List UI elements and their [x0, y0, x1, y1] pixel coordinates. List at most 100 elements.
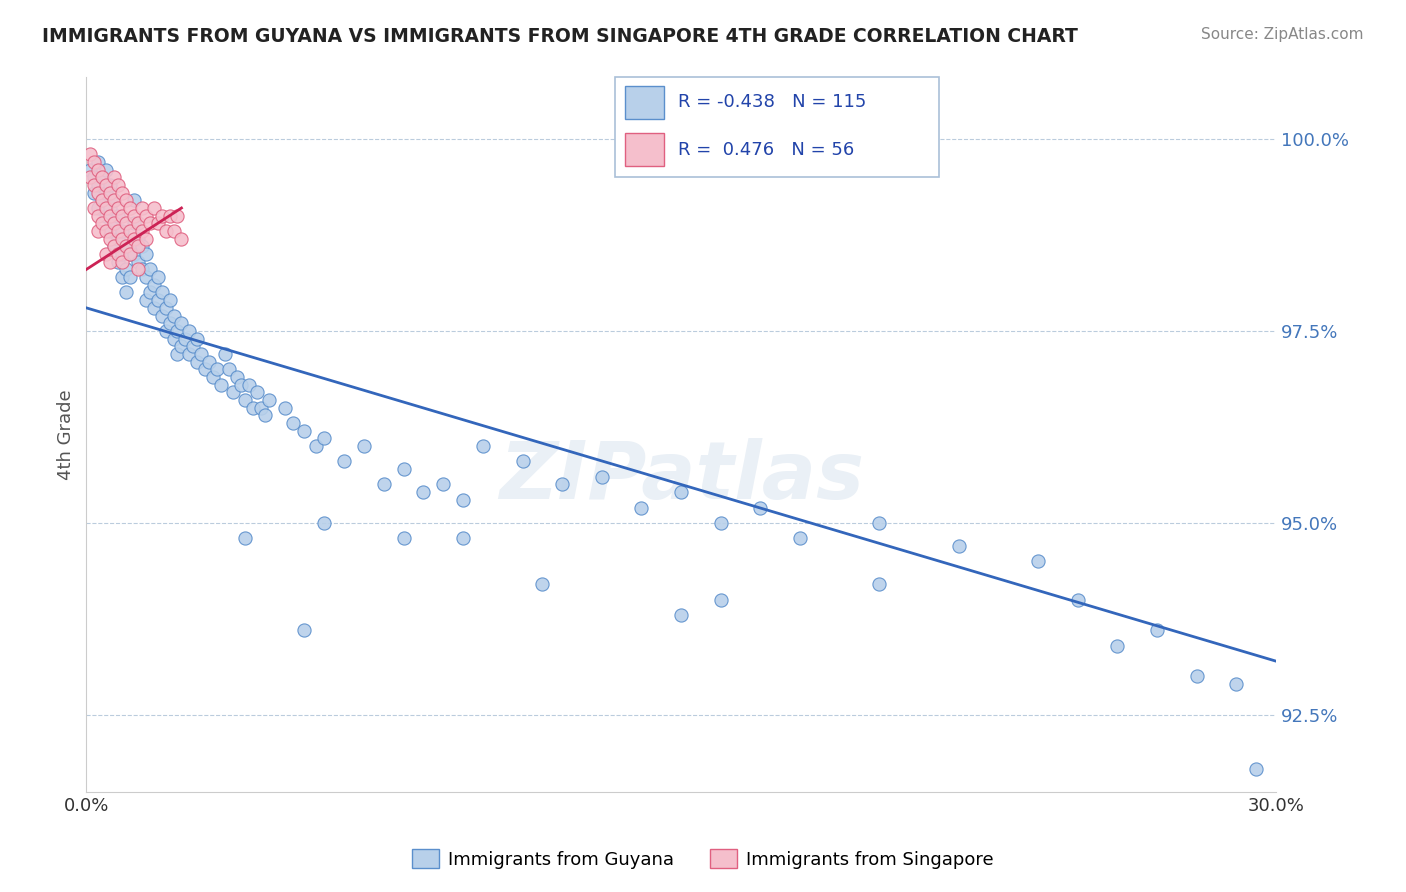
Point — [150, 285, 173, 300]
Point — [162, 332, 184, 346]
Point — [118, 201, 141, 215]
Point — [107, 254, 129, 268]
Point — [98, 178, 121, 192]
Text: ZIPatlas: ZIPatlas — [499, 439, 863, 516]
Point — [122, 194, 145, 208]
Point — [98, 224, 121, 238]
Y-axis label: 4th Grade: 4th Grade — [58, 389, 75, 480]
Point — [107, 178, 129, 192]
Point — [1244, 762, 1267, 776]
Text: IMMIGRANTS FROM GUYANA VS IMMIGRANTS FROM SINGAPORE 4TH GRADE CORRELATION CHART: IMMIGRANTS FROM GUYANA VS IMMIGRANTS FRO… — [42, 27, 1078, 45]
Point — [127, 232, 149, 246]
Point — [229, 377, 252, 392]
Point — [127, 262, 149, 277]
Point — [246, 385, 269, 400]
Point — [103, 170, 125, 185]
Point — [98, 232, 121, 246]
Point — [118, 270, 141, 285]
Point — [868, 577, 890, 591]
Point — [238, 377, 260, 392]
Point — [451, 531, 474, 545]
Point — [87, 162, 110, 177]
Point — [122, 232, 145, 246]
Point — [253, 409, 276, 423]
Point — [432, 477, 454, 491]
Point — [135, 293, 157, 308]
Point — [111, 186, 134, 200]
Point — [281, 416, 304, 430]
Point — [87, 186, 110, 200]
Point — [257, 392, 280, 407]
Point — [87, 224, 110, 238]
Point — [233, 531, 256, 545]
Point — [669, 608, 692, 623]
Point — [471, 439, 494, 453]
Point — [205, 362, 228, 376]
Point — [159, 209, 181, 223]
Point — [190, 347, 212, 361]
Point — [94, 178, 117, 192]
Point — [98, 186, 121, 200]
Point — [107, 201, 129, 215]
Point — [139, 216, 162, 230]
Point — [103, 194, 125, 208]
Point — [179, 324, 201, 338]
Point — [139, 285, 162, 300]
Point — [183, 339, 205, 353]
Point — [135, 270, 157, 285]
Point — [131, 201, 153, 215]
Point — [83, 201, 105, 215]
Point — [292, 424, 315, 438]
Point — [98, 201, 121, 215]
Point — [127, 239, 149, 253]
Point — [94, 209, 117, 223]
Point — [273, 401, 295, 415]
Point — [166, 209, 188, 223]
Point — [122, 209, 145, 223]
Point — [107, 247, 129, 261]
Point — [591, 470, 613, 484]
Point — [94, 162, 117, 177]
Point — [87, 209, 110, 223]
Point — [373, 477, 395, 491]
Point — [222, 385, 245, 400]
Point — [1107, 639, 1129, 653]
Point — [111, 209, 134, 223]
Point — [79, 170, 101, 185]
Point — [669, 485, 692, 500]
Point — [83, 178, 105, 192]
Point — [155, 324, 177, 338]
Point — [87, 178, 110, 192]
Point — [115, 194, 138, 208]
Point — [83, 186, 105, 200]
Point — [91, 216, 114, 230]
Point — [179, 347, 201, 361]
Point — [127, 254, 149, 268]
Point — [111, 232, 134, 246]
Point — [150, 209, 173, 223]
Point — [142, 201, 165, 215]
Point — [91, 194, 114, 208]
Point — [162, 224, 184, 238]
Point — [202, 370, 225, 384]
Bar — [624, 87, 665, 119]
Point — [209, 377, 232, 392]
Text: R = -0.438   N = 115: R = -0.438 N = 115 — [678, 94, 866, 112]
Point — [412, 485, 434, 500]
Point — [79, 147, 101, 161]
Point — [749, 500, 772, 515]
Point — [392, 531, 415, 545]
Point — [131, 262, 153, 277]
Point — [91, 194, 114, 208]
Point — [94, 224, 117, 238]
Point — [111, 270, 134, 285]
Point — [103, 239, 125, 253]
Point — [146, 293, 169, 308]
Point — [314, 431, 336, 445]
Point — [155, 301, 177, 315]
Point — [186, 354, 208, 368]
Point — [170, 232, 193, 246]
Point — [155, 224, 177, 238]
Point — [94, 201, 117, 215]
Point — [226, 370, 249, 384]
